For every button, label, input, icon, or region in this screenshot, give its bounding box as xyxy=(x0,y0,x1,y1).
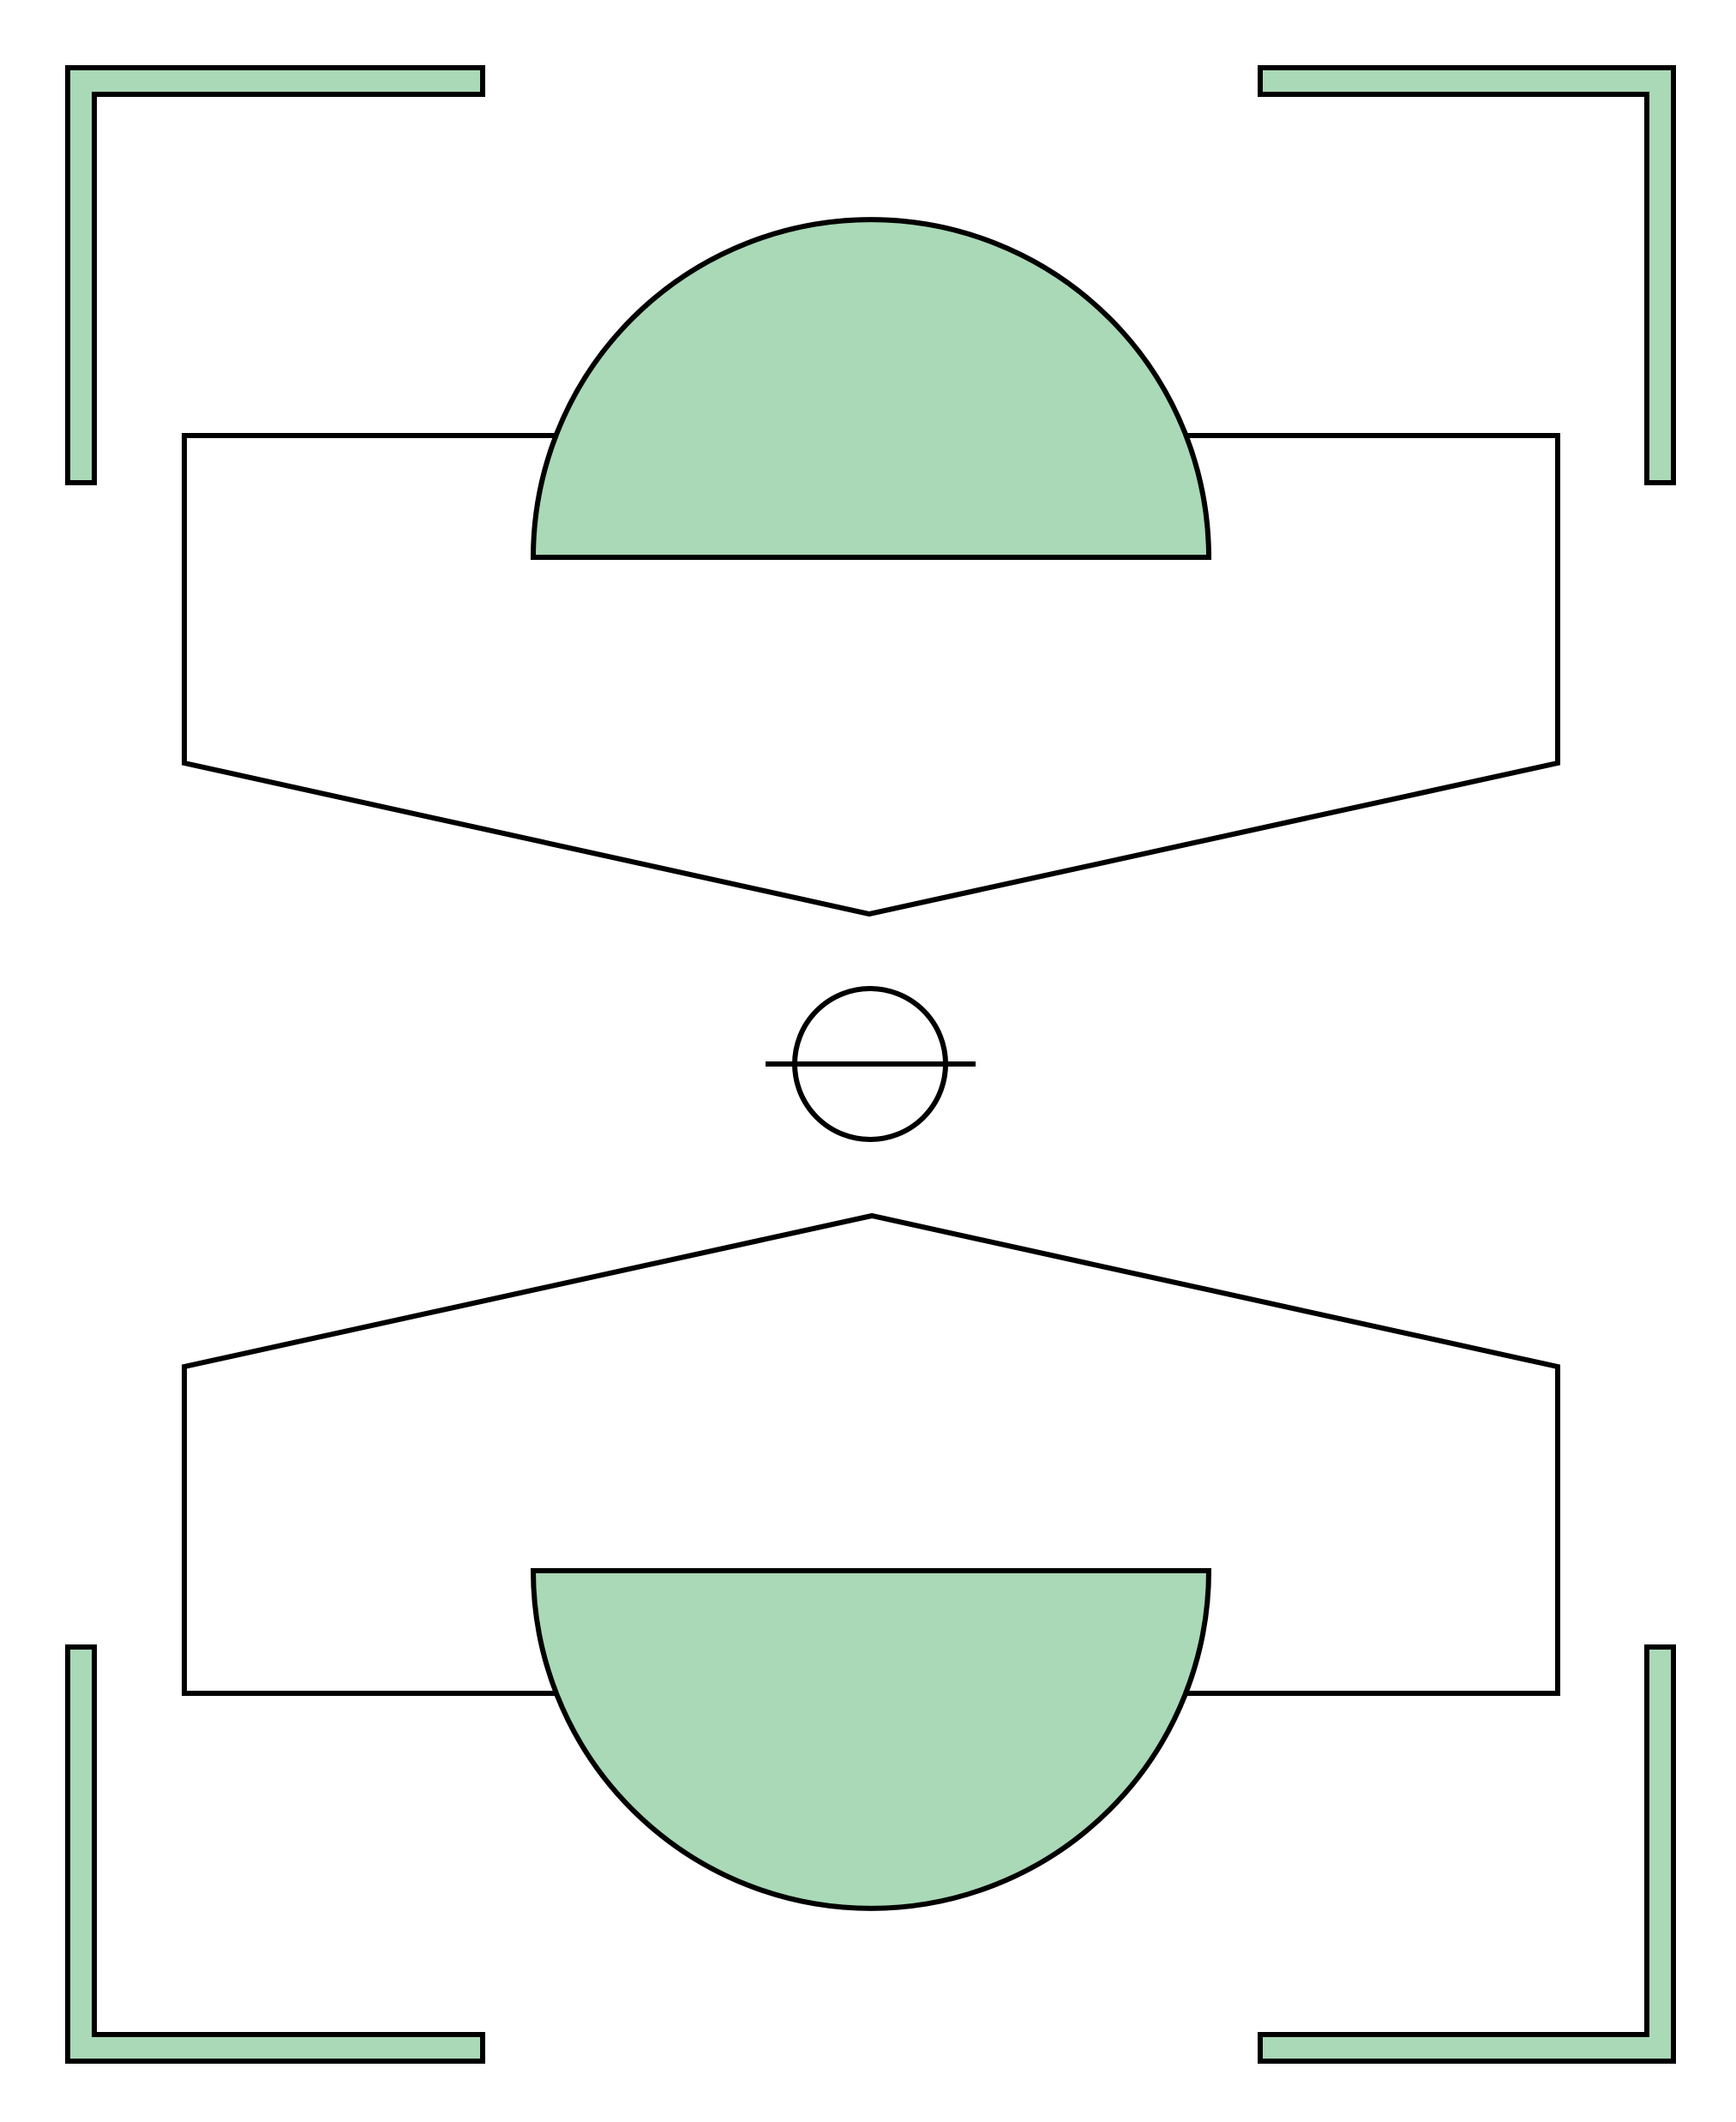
corner-bracket-top-right xyxy=(1258,65,1676,485)
upper-half-disc xyxy=(530,217,1212,560)
center-theta-symbol xyxy=(766,986,976,1142)
lower-half-disc xyxy=(530,1568,1212,1911)
corner-bracket-bottom-right xyxy=(1258,1644,1676,2064)
upper-pentagon-block xyxy=(182,433,1560,917)
corner-bracket-top-left xyxy=(65,65,485,485)
corner-bracket-bottom-left xyxy=(65,1644,485,2064)
lower-pentagon-block xyxy=(182,1212,1560,1696)
